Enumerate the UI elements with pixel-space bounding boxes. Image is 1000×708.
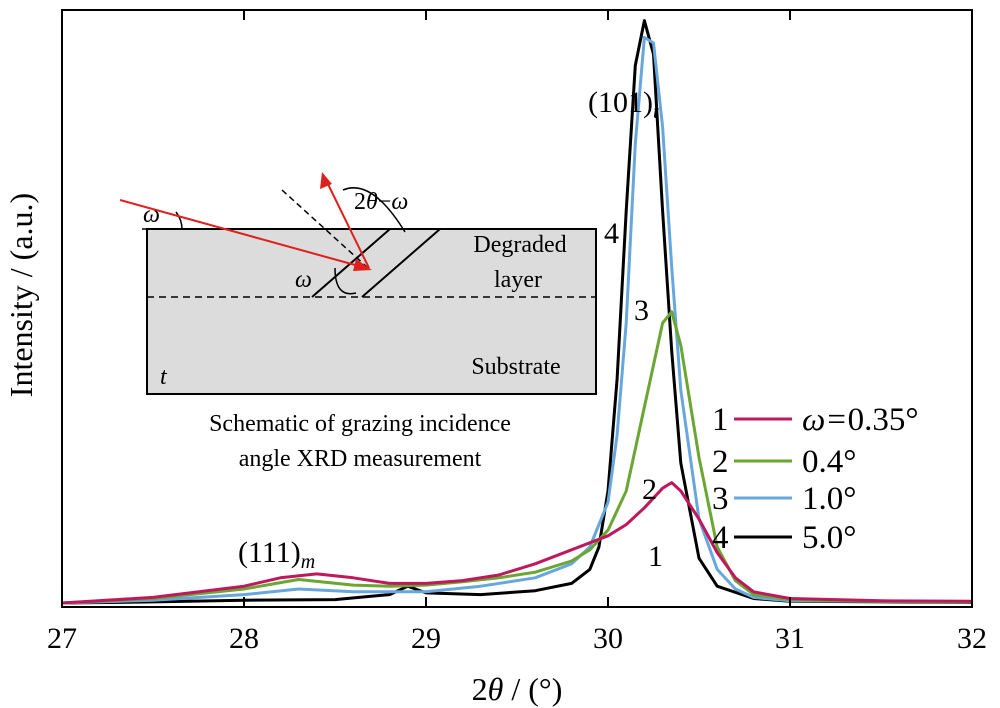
legend-label-1-value: 0.35° <box>848 402 919 438</box>
legend-label-4: 5.0° <box>802 520 856 556</box>
legend-label-2: 0.4° <box>802 444 856 480</box>
incident-ray <box>119 199 367 269</box>
curve-label-4: 4 <box>604 217 619 250</box>
inset-2theta-theta: θ <box>366 189 378 215</box>
inset-2theta-omega: 2θ−ω <box>354 189 408 215</box>
inset-angle-arc-top <box>342 187 406 233</box>
legend: 1 ω=0.35° 2 0.4° 3 1.0° 4 5.0° <box>712 402 919 556</box>
x-tick-label-31: 31 <box>775 622 805 655</box>
inset-angle-arc-bottom <box>334 267 357 295</box>
plot-frame <box>61 9 973 608</box>
incident-ray-arrowhead <box>353 259 372 271</box>
inset-2theta-minus: − <box>378 189 392 215</box>
peak-label-101-main: (101) <box>588 86 653 119</box>
legend-label-3: 1.0° <box>802 481 856 517</box>
legend-num-3: 3 <box>712 481 729 517</box>
inset-degraded-label: Degraded <box>473 232 566 258</box>
legend-num-2: 2 <box>712 444 729 480</box>
series-layer <box>61 19 973 605</box>
x-axis-ticks: 27 28 29 30 31 32 <box>47 10 987 655</box>
series-line-1 <box>61 481 973 605</box>
series-line-2 <box>61 310 973 605</box>
x-axis-title-theta: θ <box>488 671 504 707</box>
curve-label-1: 1 <box>648 540 663 573</box>
x-tick-label-29: 29 <box>411 622 441 655</box>
legend-label-1-prefix: ω= <box>802 402 848 438</box>
peak-label-111-main: (111) <box>238 536 301 569</box>
inset-corner-label: t <box>160 364 168 390</box>
x-tick-label-27: 27 <box>47 622 77 655</box>
inset-omega-top: ω <box>143 202 160 228</box>
x-tick-label-32: 32 <box>957 622 987 655</box>
diffracted-ray <box>324 177 370 269</box>
inset-2theta-pre: 2 <box>354 189 366 215</box>
x-tick-label-28: 28 <box>229 622 259 655</box>
inset-2theta-omega-sym: ω <box>391 189 408 215</box>
inset-layer-label: layer <box>494 267 542 293</box>
inset-caption-line-2: angle XRD measurement <box>239 446 482 472</box>
peak-label-101-sub: t <box>653 101 659 123</box>
inset-schematic: ω ω 2θ−ω Degraded layer Substrate t Sche… <box>119 172 597 472</box>
x-axis-title-pre: 2 <box>472 671 488 707</box>
peak-label-111-sub: m <box>301 551 315 573</box>
y-axis-title: Intensity / (a.u.) <box>3 193 39 397</box>
legend-num-4: 4 <box>712 520 729 556</box>
curve-label-3: 3 <box>634 294 649 327</box>
inset-omega-arc <box>175 211 183 230</box>
inset-crystal-plane-2 <box>361 228 441 298</box>
legend-num-1: 1 <box>712 402 729 438</box>
x-axis-title: 2θ / (°) <box>472 671 563 707</box>
inset-caption-line-1: Schematic of grazing incidence <box>209 411 511 437</box>
curve-label-2: 2 <box>642 473 657 506</box>
peak-label-111: (111)m <box>238 536 315 573</box>
diffracted-ray-arrowhead <box>320 172 332 189</box>
peak-label-101: (101)t <box>588 86 659 123</box>
inset-omega-bottom: ω <box>295 267 312 293</box>
inset-block <box>146 228 597 395</box>
legend-label-1: ω=0.35° <box>802 402 919 438</box>
x-tick-label-30: 30 <box>593 622 623 655</box>
x-axis-title-post: / (°) <box>503 671 562 707</box>
series-line-3 <box>61 35 973 605</box>
inset-substrate-label: Substrate <box>471 354 560 380</box>
